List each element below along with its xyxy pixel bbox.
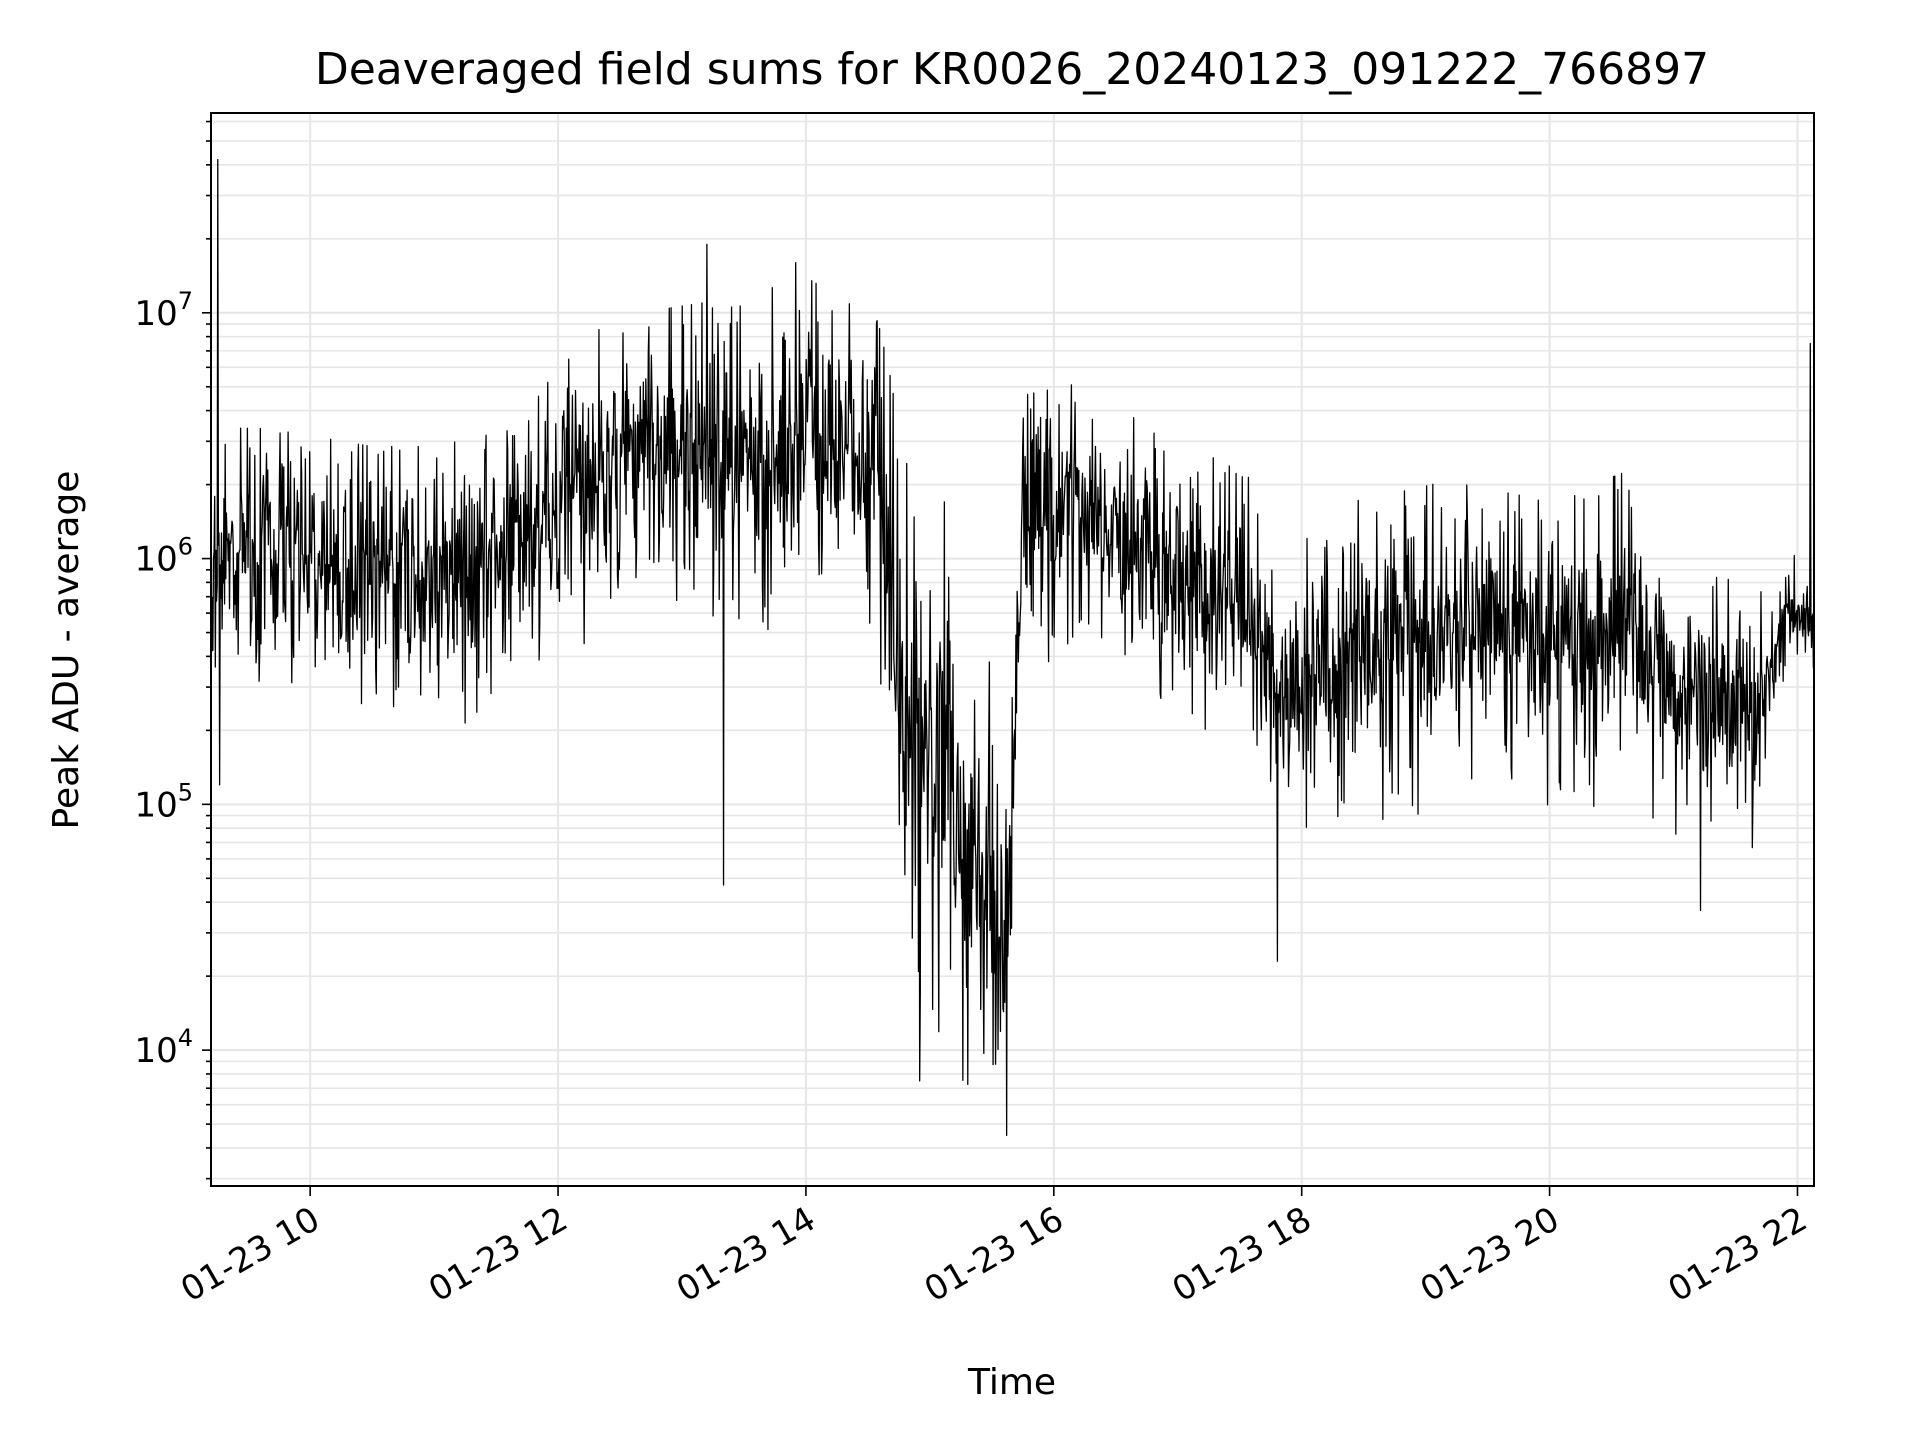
y-tick-exponent: 6: [178, 533, 193, 561]
y-tick-base: 10: [134, 540, 177, 580]
y-tick-base: 10: [134, 1031, 177, 1071]
plot-frame: [210, 112, 1815, 1187]
y-tick-base: 10: [134, 294, 177, 334]
y-tick-label: 106: [134, 533, 193, 580]
y-tick-label: 105: [134, 778, 193, 825]
y-tick-base: 10: [134, 785, 177, 825]
chart-title: Deaveraged field sums for KR0026_2024012…: [315, 44, 1709, 95]
y-tick-label: 107: [134, 287, 193, 334]
x-axis-label: Time: [967, 1362, 1056, 1403]
y-tick-exponent: 7: [178, 287, 193, 315]
plot-area: [211, 158, 1814, 1137]
y-tick-label: 104: [134, 1024, 193, 1071]
y-axis-label: Peak ADU - average: [46, 471, 87, 830]
y-tick-exponent: 4: [178, 1024, 193, 1052]
y-tick-exponent: 5: [178, 778, 193, 806]
series-line: [211, 158, 1814, 1137]
